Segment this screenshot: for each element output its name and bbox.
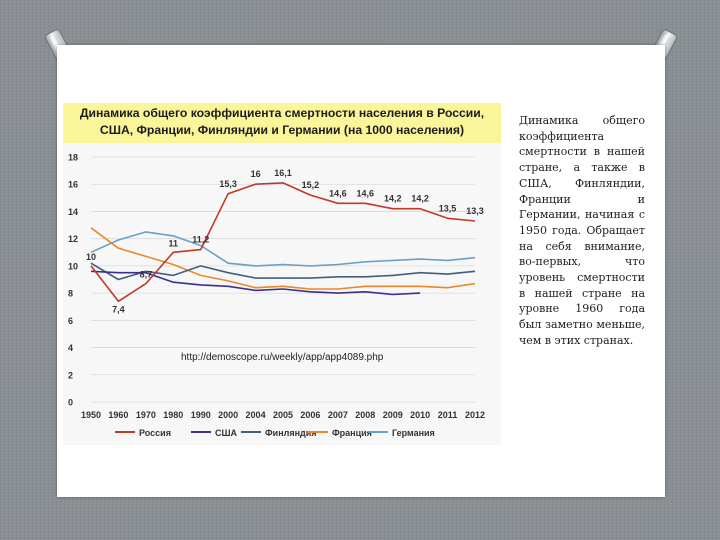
x-tick-label: 1960 [108, 410, 128, 420]
legend-label: Франция [332, 428, 372, 438]
y-tick-label: 14 [68, 207, 78, 217]
data-label-russia: 13,3 [466, 206, 484, 216]
x-tick-label: 1990 [191, 410, 211, 420]
legend-label: Россия [139, 428, 171, 438]
x-tick-label: 2012 [465, 410, 485, 420]
legend-label: Германия [392, 428, 435, 438]
data-label-russia: 15,3 [219, 179, 237, 189]
y-tick-label: 8 [68, 289, 73, 299]
x-tick-label: 2011 [438, 410, 458, 420]
y-tick-label: 12 [68, 234, 78, 244]
y-tick-label: 16 [68, 180, 78, 190]
data-label-russia: 11 [169, 238, 179, 248]
data-label-russia: 14,2 [411, 194, 429, 204]
x-tick-label: 2005 [273, 410, 293, 420]
y-tick-label: 0 [68, 398, 73, 408]
series-line-5 [90, 231, 476, 267]
data-label-russia: 10 [86, 252, 96, 262]
x-tick-label: 2007 [328, 410, 348, 420]
x-tick-label: 2000 [218, 410, 238, 420]
data-label-russia: 16 [251, 169, 261, 179]
series-line-4 [90, 227, 476, 290]
x-tick-label: 1980 [163, 410, 183, 420]
y-tick-label: 18 [68, 153, 78, 163]
y-tick-label: 2 [68, 370, 73, 380]
y-tick-label: 10 [68, 261, 78, 271]
data-label-russia: 7,4 [112, 304, 125, 314]
chart-title-line2: США, Франции, Финляндии и Германии (на 1… [99, 123, 465, 137]
data-label-russia: 14,6 [329, 188, 347, 198]
data-label-russia: 14,2 [384, 194, 402, 204]
x-tick-label: 2010 [410, 410, 430, 420]
legend-label: США [215, 428, 238, 438]
series-line-2 [90, 270, 421, 296]
chart-title-line1: Динамика общего коэффициента смертности … [79, 106, 485, 120]
data-label-russia: 14,6 [357, 188, 375, 198]
x-tick-label: 2004 [246, 410, 266, 420]
x-tick-label: 2008 [355, 410, 375, 420]
x-tick-label: 2006 [300, 410, 320, 420]
y-tick-label: 4 [68, 343, 73, 353]
chart-title: Динамика общего коэффициента смертности … [63, 103, 501, 143]
mortality-line-chart: 0 2 4 6 8 10 12 14 16 18 1950 1960 1970 1980 1990 2000… [68, 153, 485, 439]
description-text: Динамика общего коэффициента смертности … [519, 114, 645, 347]
source-url: http://demoscope.ru/weekly/app/app4089.p… [181, 352, 384, 363]
series-line-1 [90, 182, 476, 303]
x-tick-label: 1970 [136, 410, 156, 420]
legend-label: Финляндия [265, 428, 317, 438]
data-label-russia: 15,2 [302, 180, 320, 190]
x-tick-label: 1950 [81, 410, 101, 420]
data-label-russia: 16,1 [274, 168, 292, 178]
x-tick-label: 2009 [383, 410, 403, 420]
data-label-russia: 13,5 [439, 203, 457, 213]
data-label-russia: 8,7 [140, 270, 153, 280]
data-label-russia: 11,2 [192, 235, 209, 245]
y-tick-label: 6 [68, 316, 73, 326]
